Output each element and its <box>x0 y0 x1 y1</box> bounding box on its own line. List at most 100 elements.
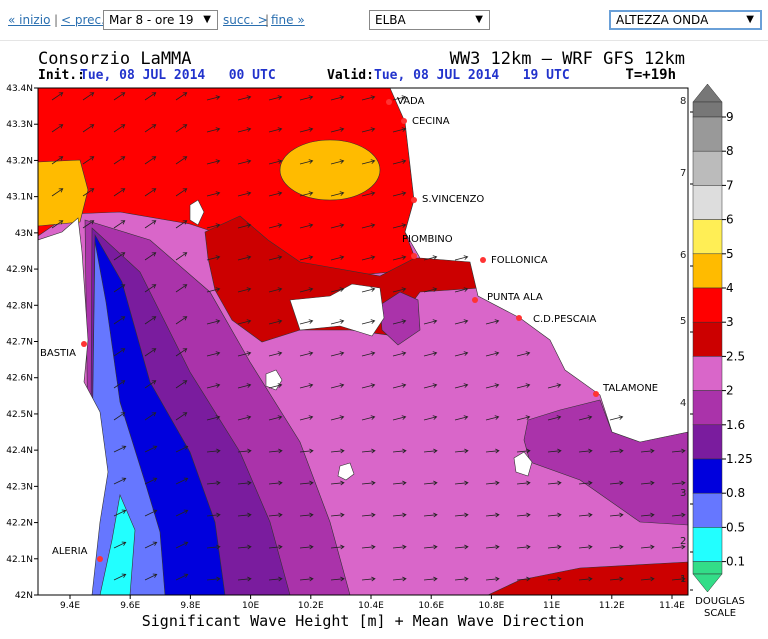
direction-arrow <box>640 576 655 582</box>
direction-arrow <box>237 415 252 421</box>
place-label: CECINA <box>412 116 450 127</box>
direction-arrow <box>113 573 127 581</box>
legend-level: 3 <box>726 315 734 329</box>
color-legend: 9 8 7 6 5 4 3 2.5 2 1.6 1.25 0.8 0.5 0.1 8 7 6 5 4 3 2 1 DOUGL… <box>680 83 753 619</box>
direction-arrow <box>485 383 500 389</box>
direction-arrows <box>51 92 686 582</box>
direction-arrow <box>82 188 95 197</box>
direction-arrow <box>299 512 314 518</box>
direction-arrow <box>392 383 407 389</box>
direction-arrow <box>330 319 345 325</box>
direction-arrow <box>237 512 252 518</box>
last-link[interactable]: fine » <box>271 13 305 27</box>
next-link[interactable]: succ. > <box>223 13 268 27</box>
place-label: VADA <box>397 96 425 107</box>
direction-arrow <box>113 348 126 357</box>
direction-arrow <box>299 191 314 197</box>
place-marker <box>401 118 407 124</box>
direction-arrow <box>268 351 283 357</box>
direction-arrow <box>423 383 438 389</box>
lon-tick-label: 10.2E <box>298 601 324 611</box>
land-tuscany <box>389 88 688 443</box>
direction-arrow <box>361 287 376 293</box>
separator: | <box>54 13 59 27</box>
direction-arrow <box>330 512 345 518</box>
direction-arrow <box>299 319 314 325</box>
direction-arrow <box>361 383 376 389</box>
direction-arrow <box>113 380 126 389</box>
direction-arrow <box>206 415 221 421</box>
direction-arrow <box>671 448 686 454</box>
direction-arrow <box>423 512 438 518</box>
direction-arrow <box>113 477 127 485</box>
legend-band <box>692 150 723 186</box>
legend-band <box>692 101 723 118</box>
field-band <box>38 159 89 227</box>
direction-arrow <box>361 448 376 454</box>
place-marker <box>411 197 417 203</box>
direction-arrow <box>578 415 593 421</box>
legend-level: 1.25 <box>726 452 753 466</box>
direction-arrow <box>330 544 345 550</box>
place-label: S.VINCENZO <box>422 194 484 205</box>
region-select-value: ELBA <box>375 13 406 27</box>
forecast-step: T=+19h <box>625 67 676 83</box>
map-title: Consorzio LaMMA <box>38 49 192 69</box>
direction-arrow <box>640 448 655 454</box>
time-select-value: Mar 8 - ore 19 <box>109 13 194 27</box>
legend-band <box>692 287 723 323</box>
direction-arrow <box>485 544 500 550</box>
lat-tick-label: 43.2N <box>6 156 33 166</box>
navigation-bar: « inizio | < prec. Mar 8 - ore 19 succ. … <box>0 0 768 41</box>
lat-tick-label: 42.2N <box>6 519 33 529</box>
places: VADA CECINA S.VINCENZO PIOMBINO FOLLONICA PUN… <box>40 96 658 562</box>
time-select[interactable]: Mar 8 - ore 19 <box>103 10 218 30</box>
lat-tick-label: 42.1N <box>6 555 33 565</box>
direction-arrow <box>175 220 188 229</box>
direction-arrow <box>454 576 469 582</box>
direction-arrow <box>361 480 376 486</box>
direction-arrow <box>299 255 314 261</box>
field-band <box>379 291 421 346</box>
place-label: PIOMBINO <box>402 234 453 245</box>
prev-link[interactable]: < prec. <box>61 13 105 27</box>
legend-level: 0.1 <box>726 555 745 569</box>
legend-band <box>692 561 723 575</box>
place-marker <box>386 99 392 105</box>
place-label: FOLLONICA <box>491 255 548 266</box>
direction-arrow <box>330 383 345 389</box>
legend-level: 6 <box>726 213 734 227</box>
direction-arrow <box>51 188 64 197</box>
legend-arrow-bottom <box>692 573 723 593</box>
lon-tick-label: 11.2E <box>599 601 625 611</box>
valid-value: Tue, 08 JUL 2014 19 UTC <box>374 68 570 83</box>
direction-arrow <box>299 287 314 293</box>
legend-band <box>692 527 723 562</box>
direction-arrow <box>454 415 469 421</box>
direction-arrow <box>299 480 314 486</box>
direction-arrow <box>144 445 158 453</box>
direction-arrow <box>578 448 593 454</box>
direction-arrow <box>175 509 189 517</box>
direction-arrow <box>206 287 221 293</box>
direction-arrow <box>330 287 345 293</box>
direction-arrow <box>113 124 126 133</box>
direction-arrow <box>175 477 189 485</box>
direction-arrow <box>671 480 686 486</box>
direction-arrow <box>113 316 126 325</box>
direction-arrow <box>392 448 407 454</box>
legend-level: 0.8 <box>726 486 745 500</box>
direction-arrow <box>578 512 593 518</box>
variable-select[interactable]: ALTEZZA ONDA <box>609 10 762 30</box>
direction-arrow <box>268 448 283 454</box>
direction-arrow <box>299 95 314 101</box>
first-link[interactable]: « inizio <box>8 13 51 27</box>
direction-arrow <box>454 287 469 293</box>
direction-arrow <box>237 127 252 133</box>
direction-arrow <box>361 95 376 101</box>
direction-arrow <box>299 351 314 357</box>
douglas-level: 4 <box>680 398 686 409</box>
direction-arrow <box>485 576 500 582</box>
direction-arrow <box>113 509 127 517</box>
region-select[interactable]: ELBA <box>369 10 490 30</box>
